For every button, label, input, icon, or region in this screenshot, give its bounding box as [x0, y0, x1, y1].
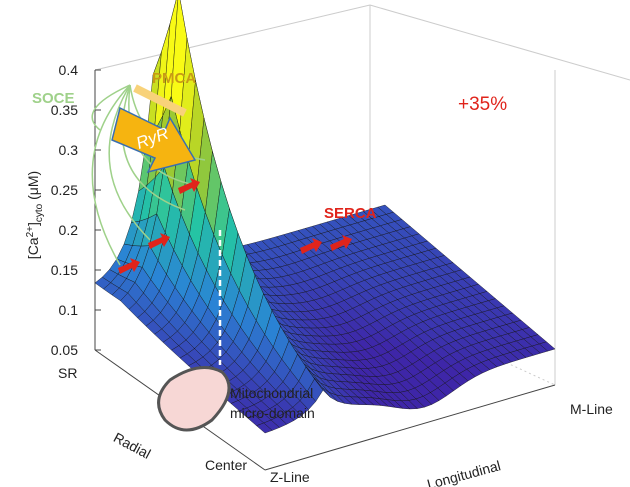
- label-sup: 2+: [25, 226, 36, 238]
- longitudinal-tick: M-Line: [570, 401, 613, 417]
- longitudinal-tick: Z-Line: [270, 469, 310, 485]
- mito-label: micro-domain: [230, 405, 315, 421]
- z-tick-label: 0.25: [51, 182, 78, 198]
- z-tick-label: 0.3: [59, 142, 79, 158]
- z-tick-label: 0.05: [51, 342, 78, 358]
- radial-label: Radial: [111, 429, 154, 462]
- mito-label: Mitochondrial: [230, 385, 313, 401]
- pmca-label: PMCA: [152, 70, 196, 87]
- radial-tick: SR: [58, 365, 77, 381]
- longitudinal-label: Longitudinal: [425, 457, 502, 487]
- label-part: (μM): [25, 171, 41, 204]
- label-part: [Ca: [25, 237, 41, 259]
- z-axis-label-text: [Ca2+]cyto (μM): [25, 171, 45, 259]
- serca-label: SERCA: [324, 205, 377, 222]
- z-tick-label: 0.35: [51, 102, 78, 118]
- z-axis-label: [Ca2+]cyto (μM): [25, 171, 45, 259]
- radial-tick: Center: [205, 457, 247, 473]
- z-tick-label: 0.4: [59, 62, 79, 78]
- z-tick-label: 0.1: [59, 302, 79, 318]
- change-label: +35%: [458, 94, 507, 115]
- label-sub: cyto: [34, 203, 45, 222]
- mitochondrion: [159, 368, 229, 431]
- z-tick-label: 0.15: [51, 262, 78, 278]
- z-tick-label: 0.2: [59, 222, 79, 238]
- chart: [Ca2+]cyto (μM) SR Center Radial Z-Line …: [0, 0, 630, 487]
